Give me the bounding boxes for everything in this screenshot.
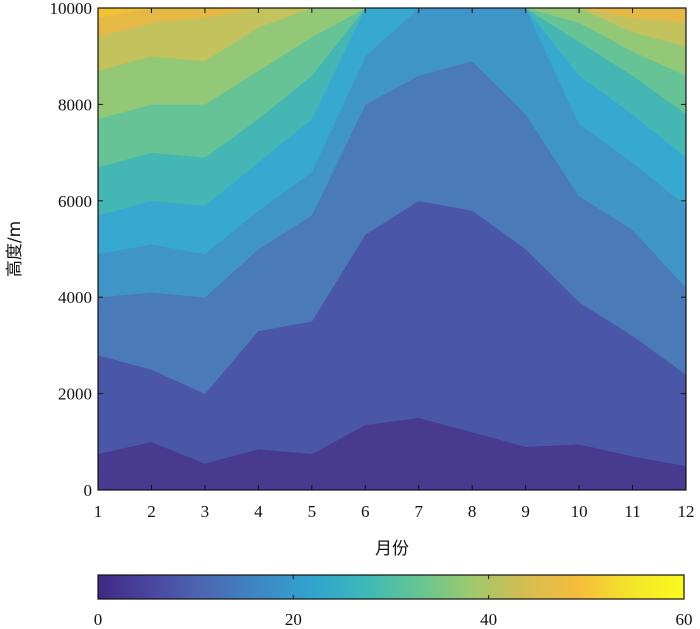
colorbar-tick-label: 0 xyxy=(94,610,103,629)
y-axis: 0 2000 4000 6000 8000 10000 xyxy=(50,0,686,500)
y-tick-label: 2000 xyxy=(58,385,92,404)
x-tick-label: 5 xyxy=(308,502,317,521)
colorbar xyxy=(97,574,685,600)
colorbar-tick-label: 20 xyxy=(285,610,302,629)
contour-band-9 xyxy=(98,8,686,38)
x-tick-label: 2 xyxy=(147,502,156,521)
x-tick-label: 11 xyxy=(624,502,640,521)
plot-frame xyxy=(97,7,687,491)
x-tick-label: 4 xyxy=(254,502,263,521)
contour-band-8 xyxy=(98,8,686,71)
contour-band-7 xyxy=(98,8,686,120)
x-tick-label: 8 xyxy=(468,502,477,521)
y-axis-title: 高度/m xyxy=(5,221,25,277)
x-tick-label: 3 xyxy=(201,502,210,521)
x-tick-label: 7 xyxy=(414,502,423,521)
x-tick-label: 9 xyxy=(521,502,530,521)
x-tick-label: 1 xyxy=(94,502,103,521)
y-tick-label: 4000 xyxy=(58,288,92,307)
y-tick-label: 8000 xyxy=(58,95,92,114)
contour-bands xyxy=(98,8,686,490)
x-tick-label: 10 xyxy=(571,502,588,521)
y-tick-label: 10000 xyxy=(50,0,93,18)
x-tick-label: 12 xyxy=(678,502,695,521)
x-tick-label: 6 xyxy=(361,502,370,521)
x-axis-title: 月份 xyxy=(375,539,409,559)
colorbar-tick-label: 40 xyxy=(480,610,497,629)
y-tick-label: 6000 xyxy=(58,192,92,211)
x-axis: 1 2 3 4 5 6 7 8 9 10 11 12 xyxy=(94,8,695,521)
colorbar-tick-label: 60 xyxy=(676,610,693,629)
y-tick-label: 0 xyxy=(84,481,93,500)
colorbar-ticks: 0 20 40 60 xyxy=(94,575,693,629)
